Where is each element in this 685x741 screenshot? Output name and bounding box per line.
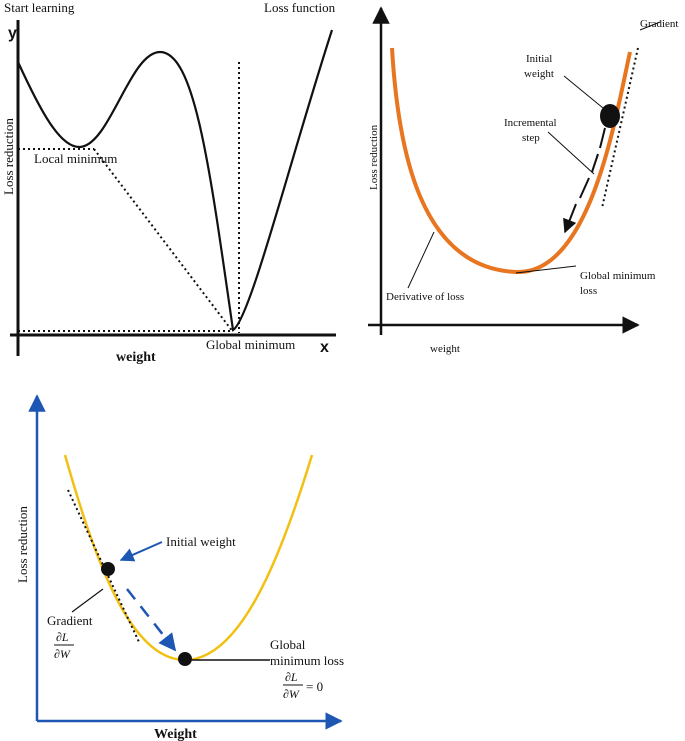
panel1-title-left: Start learning <box>4 0 75 15</box>
panel3-global-frac-den: ∂W <box>283 687 300 701</box>
panel2-global-min-label-2: loss <box>580 285 597 297</box>
panel2-initial-weight-point <box>600 104 620 128</box>
panel2-derivative-leader <box>407 231 435 289</box>
panel3-global-min-label-2: minimum loss <box>270 653 344 668</box>
panel2-gradient-tangent <box>601 47 639 209</box>
panel3-global-frac-value: = 0 <box>306 679 323 694</box>
panel3-xlabel: Weight <box>154 727 197 741</box>
panel-gradient-descent-yellow: Loss reduction Weight Initial weight Gra… <box>15 394 344 741</box>
panel2-global-min-label-1: Global minimum <box>580 270 656 282</box>
panel3-initial-weight-arrow <box>119 541 163 562</box>
panel3-gradient-label: Gradient <box>47 613 93 628</box>
panel1-x-letter: x <box>320 339 329 356</box>
panel1-xlabel: weight <box>116 350 156 365</box>
panel-loss-function: y x Start learning Loss function Loss re… <box>1 0 336 365</box>
panel2-ylabel: Loss reduction <box>368 124 380 190</box>
panel2-loss-curve <box>390 47 632 275</box>
panel2-incremental-step-arrow <box>565 127 606 232</box>
panel3-global-min-point <box>178 652 192 666</box>
panel3-gradient-frac-num: ∂L <box>56 630 69 644</box>
panel2-derivative-label: Derivative of loss <box>386 291 464 303</box>
panel2-initial-weight-leader <box>563 75 604 109</box>
panel2-initial-weight-label-2: weight <box>524 68 554 80</box>
panel3-initial-weight-label: Initial weight <box>166 534 236 549</box>
panel2-incremental-step-label-2: step <box>522 132 540 144</box>
panel1-title-right: Loss function <box>264 0 336 15</box>
panel3-ylabel: Loss reduction <box>15 506 30 583</box>
panel2-incremental-step-label-1: Incremental <box>504 117 557 129</box>
panel1-ylabel: Loss reduction <box>1 118 16 195</box>
panel2-gradient-leader <box>639 21 661 31</box>
panel3-step-arrow <box>126 588 177 652</box>
panel1-loss-curve <box>17 29 334 332</box>
panel1-global-min-label: Global minimum <box>206 337 295 352</box>
panel1-local-min-label: Local minimum <box>34 151 117 166</box>
panel2-gradient-label: Gradient <box>640 18 678 30</box>
panel3-loss-curve <box>63 454 314 662</box>
panel3-gradient-leader <box>71 588 104 613</box>
panel1-local-to-global-line <box>93 148 234 333</box>
panel2-global-min-leader <box>515 265 577 274</box>
panel1-y-letter: y <box>8 25 17 42</box>
panel2-incremental-step-leader <box>547 131 595 175</box>
panel3-gradient-frac-den: ∂W <box>54 647 71 661</box>
panel-gradient-descent-orange: Loss reduction weight Gradient Initial w… <box>368 6 678 355</box>
panel2-xlabel: weight <box>430 343 460 355</box>
panel2-initial-weight-label-1: Initial <box>526 53 552 65</box>
panel3-global-frac-num: ∂L <box>285 670 298 684</box>
panel3-global-min-label-1: Global <box>270 637 306 652</box>
panel3-initial-weight-point <box>101 562 115 576</box>
